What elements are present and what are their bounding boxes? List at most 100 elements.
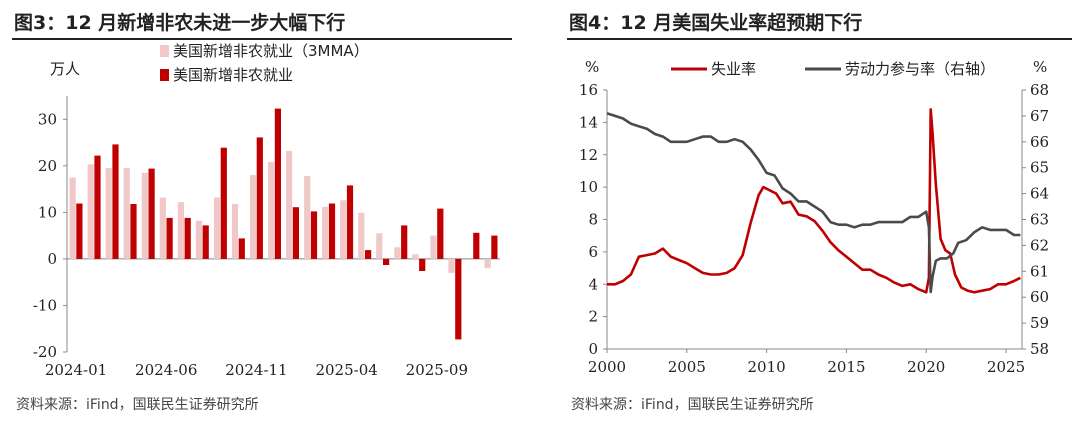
x-tick-label: 2000 xyxy=(588,358,626,376)
bar-monthly xyxy=(491,235,498,259)
bar-monthly xyxy=(437,208,444,259)
y-tick-label: 10 xyxy=(38,203,57,221)
bar-3mma xyxy=(412,254,419,259)
bar-monthly xyxy=(310,211,318,259)
bar-monthly xyxy=(202,225,209,259)
bar-monthly xyxy=(238,238,245,259)
y-right-tick-label: 64 xyxy=(1030,185,1049,203)
legend-label: 美国新增非农就业 xyxy=(173,66,293,84)
y-left-tick-label: 8 xyxy=(588,211,598,229)
y-right-tick-label: 62 xyxy=(1030,236,1049,254)
bar-3mma xyxy=(484,258,491,269)
x-tick-label: 2010 xyxy=(748,358,786,376)
bar-3mma xyxy=(358,212,365,259)
bar-monthly xyxy=(76,203,83,259)
legend-swatch xyxy=(160,69,169,81)
bar-monthly xyxy=(383,258,390,265)
chart-panel-nonfarm: 图3：12 月新增非农未进一步大幅下行 30 20 10 0 -10 -20 万人 2024-… xyxy=(0,0,520,422)
chart-title: 图4：12 月美国失业率超预期下行 xyxy=(569,12,863,34)
bar-monthly xyxy=(292,207,299,259)
bar-monthly xyxy=(112,144,119,259)
bar-3mma xyxy=(231,204,239,259)
bar-monthly xyxy=(328,203,336,259)
legend-swatch xyxy=(160,45,169,57)
bar-3mma xyxy=(394,247,401,259)
y-left-tick-label: 16 xyxy=(579,81,598,99)
bar-monthly xyxy=(419,258,426,271)
y-tick-label: 20 xyxy=(38,157,57,175)
x-tick-label: 2005 xyxy=(668,358,706,376)
bar-3mma xyxy=(177,202,184,259)
y-right-tick-label: 59 xyxy=(1030,314,1049,332)
y-tick-label: -20 xyxy=(33,343,57,361)
x-tick-label: 2025-09 xyxy=(406,361,468,379)
bar-monthly xyxy=(473,232,480,259)
chart-panel-unemployment: 图4：12 月美国失业率超预期下行 0 2 4 6 8 10 12 14 16 58 59 60 61 6… xyxy=(555,0,1080,422)
source-note: 资料来源：iFind，国联民生证券研究所 xyxy=(16,397,259,413)
y-right-unit-label: % xyxy=(1033,58,1047,76)
x-tick-label: 2020 xyxy=(907,358,945,376)
x-tick-label: 2024-06 xyxy=(135,361,197,379)
y-left-unit-label: % xyxy=(585,58,599,76)
y-left-tick-label: 6 xyxy=(588,243,598,261)
y-right-tick-label: 60 xyxy=(1030,288,1049,306)
bar-3mma xyxy=(249,175,257,259)
chart-title: 图3：12 月新增非农未进一步大幅下行 xyxy=(14,12,346,34)
bar-monthly xyxy=(184,217,191,259)
bar-3mma xyxy=(87,164,94,259)
bar-monthly xyxy=(148,168,155,259)
bar-3mma xyxy=(213,197,221,259)
y-right-tick-label: 66 xyxy=(1030,133,1049,151)
x-tick-label: 2025 xyxy=(987,358,1025,376)
legend-label: 美国新增非农就业（3MMA） xyxy=(173,42,369,60)
y-tick-label: -10 xyxy=(33,296,57,314)
title-rule xyxy=(12,38,512,40)
y-left-tick-label: 0 xyxy=(588,340,598,358)
bar-3mma xyxy=(159,197,166,259)
source-note: 资料来源：iFind，国联民生证券研究所 xyxy=(571,397,814,413)
y-tick-label: 0 xyxy=(47,250,57,268)
bar-3mma xyxy=(376,233,383,259)
bar-monthly xyxy=(220,147,227,259)
bar-3mma xyxy=(268,162,275,259)
bar-monthly xyxy=(256,137,263,259)
bar-3mma xyxy=(340,200,347,259)
bar-3mma xyxy=(105,168,112,259)
y-tick-label: 30 xyxy=(38,110,57,128)
y-left-tick-label: 14 xyxy=(579,113,598,131)
bar-monthly xyxy=(94,155,101,259)
bar-monthly xyxy=(455,258,462,340)
y-right-tick-label: 67 xyxy=(1030,107,1049,125)
y-right-tick-label: 58 xyxy=(1030,340,1049,358)
y-left-tick-label: 10 xyxy=(579,178,598,196)
y-right-tick-label: 61 xyxy=(1030,262,1049,280)
bar-monthly xyxy=(166,217,173,259)
y-axis-label: 万人 xyxy=(50,60,80,78)
x-tick-label: 2024-01 xyxy=(45,361,107,379)
title-rule xyxy=(567,38,1072,40)
y-left-tick-label: 4 xyxy=(588,275,598,293)
bar-3mma xyxy=(322,206,329,259)
bar-monthly xyxy=(365,250,372,259)
bar-3mma xyxy=(195,220,202,259)
y-left-tick-label: 2 xyxy=(588,308,598,326)
bar-3mma xyxy=(304,176,311,259)
bar-3mma xyxy=(141,172,148,259)
bar-3mma xyxy=(430,235,437,259)
bar-chart: 30 20 10 0 -10 -20 万人 2024-01 2024-06 2024-11 2025… xyxy=(33,42,500,379)
legend-participation-label: 劳动力参与率（右轴） xyxy=(845,60,995,78)
y-left-tick-label: 12 xyxy=(579,146,598,164)
y-right-tick-label: 63 xyxy=(1030,211,1049,229)
bar-3mma xyxy=(286,150,293,259)
bar-3mma xyxy=(448,258,455,273)
x-tick-label: 2024-11 xyxy=(225,361,287,379)
series-line-unemployment xyxy=(607,108,1021,294)
bar-monthly xyxy=(346,185,354,259)
y-right-tick-label: 65 xyxy=(1030,159,1049,177)
y-right-tick-label: 68 xyxy=(1030,81,1049,99)
series-line-participation xyxy=(606,112,1021,294)
legend-unemployment-label: 失业率 xyxy=(711,60,756,78)
bar-3mma xyxy=(123,168,130,259)
x-tick-label: 2025-04 xyxy=(315,361,377,379)
